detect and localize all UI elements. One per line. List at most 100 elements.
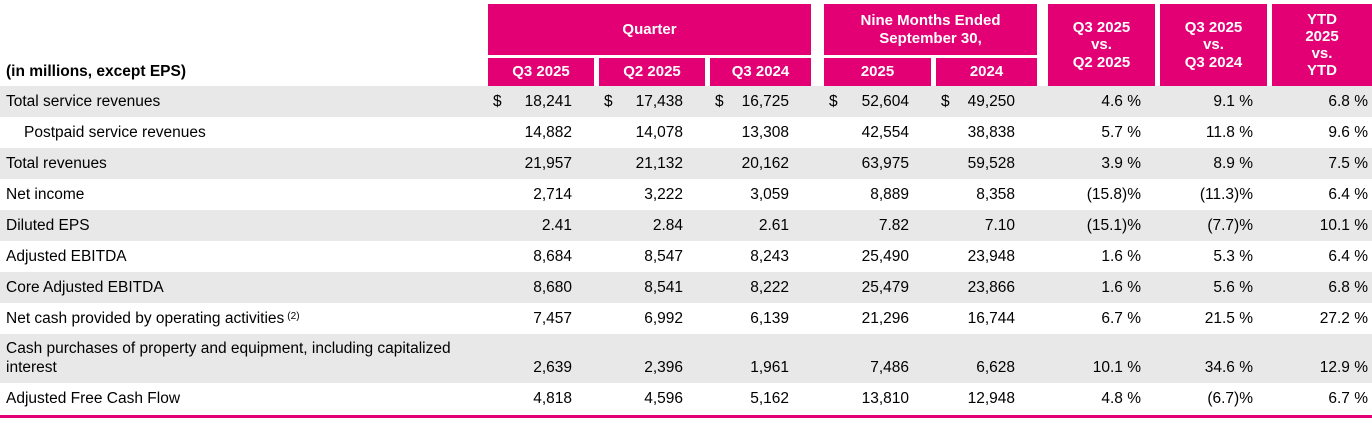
pct-ytd-2025-vs-ytd: 6.7 % — [1328, 390, 1368, 407]
value-text: 8,684 — [533, 248, 572, 265]
value-text: 23,866 — [967, 279, 1015, 296]
value-text: 4,596 — [644, 390, 683, 407]
dollar-sign: $ — [941, 93, 950, 110]
row-label-text: Total revenues — [6, 155, 107, 172]
value-text: 8,243 — [750, 248, 789, 265]
value-nine-months-2024: 59,528 — [936, 154, 1037, 179]
value-q3-2025: 2,639 — [488, 358, 594, 383]
value-text: 42,554 — [861, 124, 909, 141]
row-label: Core Adjusted EBITDA — [0, 273, 488, 303]
dollar-sign: $ — [715, 93, 724, 110]
value-text: 6,992 — [644, 310, 683, 327]
pct-ytd-2025-vs-ytd: 12.9 % — [1319, 359, 1368, 376]
table-body: Total service revenues $18,241 $17,438 $… — [0, 86, 1372, 414]
row-label: Diluted EPS — [0, 211, 488, 241]
value-text: 2,714 — [533, 186, 572, 203]
row-label-text: Diluted EPS — [6, 217, 90, 234]
value-q3-2024: 13,308 — [710, 123, 811, 148]
value-nine-months-2025: 25,490 — [824, 247, 931, 272]
row-label: Total revenues — [0, 149, 488, 179]
pct-q3-2025-vs-q2-2025: 4.6 % — [1101, 93, 1141, 110]
dollar-sign: $ — [829, 93, 838, 110]
row-label-text: Core Adjusted EBITDA — [6, 279, 164, 296]
pct-ytd-2025-vs-ytd: 6.8 % — [1328, 93, 1368, 110]
value-text: 2.84 — [652, 217, 683, 234]
row-label-text: Cash purchases of property and equipment… — [6, 340, 451, 376]
value-text: 7.10 — [984, 217, 1015, 234]
row-label-text: Total service revenues — [6, 93, 161, 110]
pct-ytd-2025-vs-ytd: 27.2 % — [1319, 310, 1368, 327]
header-col-q3-2025: Q3 2025 — [488, 58, 594, 86]
value-text: 25,479 — [861, 279, 909, 296]
value-q3-2024: 8,243 — [710, 247, 811, 272]
value-text: 8,541 — [644, 279, 683, 296]
value-text: 3,059 — [750, 186, 789, 203]
value-nine-months-2024: 6,628 — [936, 358, 1037, 383]
value-nine-months-2024: 8,358 — [936, 185, 1037, 210]
value-text: 13,810 — [861, 390, 909, 407]
value-q2-2025: 2.84 — [599, 216, 705, 241]
value-text: 20,162 — [741, 155, 789, 172]
pct-ytd-2025-vs-ytd: 10.1 % — [1319, 217, 1368, 234]
header-col-q2-2025: Q2 2025 — [599, 58, 705, 86]
value-q3-2025: 7,457 — [488, 309, 594, 334]
value-nine-months-2024: 23,866 — [936, 278, 1037, 303]
pct-q3-2025-vs-q2-2025: 10.1 % — [1092, 359, 1141, 376]
value-text: 18,241 — [524, 93, 572, 110]
bottom-rule — [0, 415, 1372, 418]
table-row: Diluted EPS 2.41 2.84 2.61 7.82 7.10 (15… — [0, 210, 1372, 241]
value-text: 6,139 — [750, 310, 789, 327]
value-text: 7.82 — [878, 217, 909, 234]
pct-q3-2025-vs-q3-2024: 5.3 % — [1213, 248, 1253, 265]
value-nine-months-2025: 42,554 — [824, 123, 931, 148]
header-group-quarter: Quarter — [488, 4, 811, 55]
table-row: Postpaid service revenues 14,882 14,078 … — [0, 117, 1372, 148]
value-text: 12,948 — [967, 390, 1015, 407]
value-text: 7,457 — [533, 310, 572, 327]
pct-q3-2025-vs-q2-2025: 6.7 % — [1101, 310, 1141, 327]
value-text: 52,604 — [861, 93, 909, 110]
value-nine-months-2024: 38,838 — [936, 123, 1037, 148]
value-nine-months-2024: 16,744 — [936, 309, 1037, 334]
value-text: 8,222 — [750, 279, 789, 296]
value-text: 59,528 — [967, 155, 1015, 172]
table-row: Adjusted EBITDA 8,684 8,547 8,243 25,490… — [0, 241, 1372, 272]
pct-ytd-2025-vs-ytd: 6.8 % — [1328, 279, 1368, 296]
table-row: Adjusted Free Cash Flow 4,818 4,596 5,16… — [0, 383, 1372, 414]
value-text: 14,882 — [524, 124, 572, 141]
table-row: Total service revenues $18,241 $17,438 $… — [0, 86, 1372, 117]
value-text: 38,838 — [967, 124, 1015, 141]
pct-q3-2025-vs-q3-2024: 5.6 % — [1213, 279, 1253, 296]
row-label: Adjusted EBITDA — [0, 242, 488, 272]
value-q2-2025: 8,541 — [599, 278, 705, 303]
pct-q3-2025-vs-q3-2024: 21.5 % — [1204, 310, 1253, 327]
pct-q3-2025-vs-q2-2025: 1.6 % — [1101, 248, 1141, 265]
value-text: 13,308 — [741, 124, 789, 141]
value-q2-2025: 6,992 — [599, 309, 705, 334]
row-label-text: Postpaid service revenues — [24, 124, 206, 141]
value-q2-2025: 21,132 — [599, 154, 705, 179]
row-label-text: Adjusted EBITDA — [6, 248, 127, 265]
footnote-marker: (2) — [287, 311, 300, 322]
pct-q3-2025-vs-q2-2025: 4.8 % — [1101, 390, 1141, 407]
pct-ytd-2025-vs-ytd: 7.5 % — [1328, 155, 1368, 172]
value-q2-2025: 2,396 — [599, 358, 705, 383]
value-text: 63,975 — [861, 155, 909, 172]
table-header: (in millions, except EPS) Quarter Nine M… — [0, 0, 1372, 86]
value-text: 2,396 — [644, 359, 683, 376]
value-text: 14,078 — [635, 124, 683, 141]
value-text: 21,132 — [635, 155, 683, 172]
value-text: 3,222 — [644, 186, 683, 203]
pct-ytd-2025-vs-ytd: 9.6 % — [1328, 124, 1368, 141]
value-text: 2.41 — [541, 217, 572, 234]
row-label: Adjusted Free Cash Flow — [0, 384, 488, 414]
pct-ytd-2025-vs-ytd: 6.4 % — [1328, 186, 1368, 203]
value-text: 16,725 — [741, 93, 789, 110]
pct-q3-2025-vs-q3-2024: (11.3)% — [1199, 186, 1253, 203]
value-nine-months-2025: 7,486 — [824, 358, 931, 383]
value-text: 7,486 — [870, 359, 909, 376]
value-nine-months-2024: 7.10 — [936, 216, 1037, 241]
units-label: (in millions, except EPS) — [6, 63, 187, 80]
row-label: Net cash provided by operating activitie… — [0, 304, 488, 334]
